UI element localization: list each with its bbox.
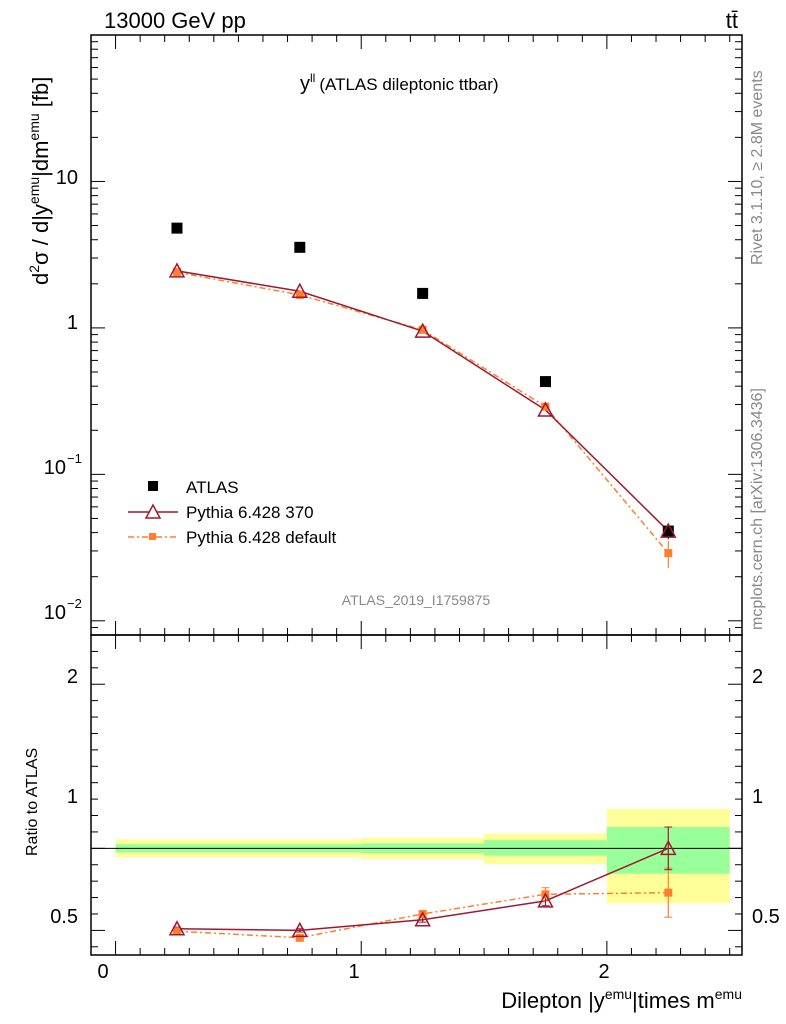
legend-marker-atlas — [148, 481, 158, 491]
marker-pythia-default — [295, 290, 304, 299]
marker-atlas — [171, 222, 183, 234]
ytick-label-10: 10 — [56, 167, 78, 189]
ylabel-part-emu1: emu — [26, 177, 42, 204]
main-ylabel: d2σ / d|yemu|dmemu [fb] — [26, 77, 53, 285]
ratio-marker-pythia370 — [168, 920, 186, 936]
xlabel-part-2: |times m — [632, 988, 715, 1013]
legend-label-atlas: ATLAS — [186, 478, 239, 497]
header-energy: 13000 GeV pp — [104, 8, 246, 33]
marker-pythia370 — [537, 401, 554, 417]
ylabel-part-d: d — [28, 273, 53, 285]
header-process: tt̄ — [726, 8, 738, 33]
ylabel-part-emu2: emu — [26, 113, 42, 140]
marker-pythia-default — [541, 402, 550, 411]
main-title-sup: ll — [310, 71, 315, 85]
ylabel-part-dm: |dm — [28, 141, 53, 177]
marker-pythia370 — [660, 522, 677, 538]
marker-pythia-default — [418, 325, 427, 334]
ratio-marker-pythia370 — [291, 921, 309, 938]
legend-marker-pythia370 — [144, 503, 162, 519]
analysis-watermark: ATLAS_2019_I1759875 — [342, 592, 491, 608]
ratio-marker-pythia-default — [664, 888, 673, 897]
xtick-label-0: 0 — [97, 961, 108, 983]
xlabel: Dilepton |yemu|times memu — [501, 986, 742, 1013]
ytick-label-0.1-exp: −1 — [67, 451, 82, 466]
marker-pythia370 — [168, 262, 186, 278]
ratio-ytick-label-1-left: 1 — [67, 786, 78, 808]
ylabel-part-2: 2 — [26, 265, 42, 273]
ylabel-part-unit: [fb] — [28, 77, 53, 114]
marker-atlas — [539, 376, 551, 388]
plot-layer — [90, 34, 743, 956]
ratio-ytick-label-0.5-right: 0.5 — [752, 906, 780, 928]
marker-pythia370 — [414, 322, 431, 338]
xlabel-part-emu2: emu — [715, 986, 742, 1002]
ratio-ytick-label-2-left: 2 — [67, 666, 78, 688]
xtick-label-1: 1 — [348, 961, 359, 983]
xlabel-part-emu1: emu — [605, 986, 632, 1002]
ratio-marker-pythia370 — [537, 892, 554, 908]
main-title-rest: (ATLAS dileptonic ttbar) — [319, 75, 498, 94]
ratio-marker-pythia370 — [414, 911, 431, 927]
ytick-label-0.01: 10 — [44, 602, 66, 624]
main-title: yll (ATLAS dileptonic ttbar) — [300, 71, 499, 95]
series-line-pythia370 — [176, 270, 669, 532]
marker-atlas — [294, 241, 306, 253]
ytick-label-1: 1 — [67, 312, 78, 334]
marker-pythia370 — [291, 282, 309, 298]
ratio-marker-pythia-default — [172, 927, 181, 936]
ratio-ylabel: Ratio to ATLAS — [24, 748, 41, 856]
legend-marker-pythia-default — [149, 533, 156, 540]
legend-label-pythia-default: Pythia 6.428 default — [186, 528, 337, 547]
marker-atlas — [417, 287, 429, 299]
ylabel-part-sigma: σ / d|y — [28, 204, 53, 265]
xlabel-part-1: Dilepton |y — [501, 988, 605, 1013]
ytick-label-0.01-exp: −2 — [67, 596, 82, 611]
legend: ATLAS Pythia 6.428 370 Pythia 6.428 defa… — [128, 478, 337, 547]
ratio-ytick-label-2-right: 2 — [752, 666, 763, 688]
legend-label-pythia370: Pythia 6.428 370 — [186, 503, 314, 522]
main-title-y: y — [300, 73, 310, 95]
ratio-marker-pythia370 — [660, 839, 677, 856]
xtick-label-2: 2 — [598, 961, 609, 983]
ratio-marker-pythia-default — [295, 933, 304, 942]
mcplots-label: mcplots.cern.ch [arXiv:1306.3436] — [749, 388, 766, 630]
ytick-label-0.1: 10 — [44, 457, 66, 479]
ratio-ytick-label-0.5-left: 0.5 — [50, 906, 78, 928]
marker-atlas — [662, 525, 674, 537]
marker-pythia-default — [664, 549, 673, 558]
rivet-label: Rivet 3.1.10, ≥ 2.8M events — [749, 70, 766, 265]
ratio-frame — [90, 634, 743, 956]
marker-pythia-default — [172, 268, 181, 277]
ratio-ytick-label-1-right: 1 — [752, 786, 763, 808]
